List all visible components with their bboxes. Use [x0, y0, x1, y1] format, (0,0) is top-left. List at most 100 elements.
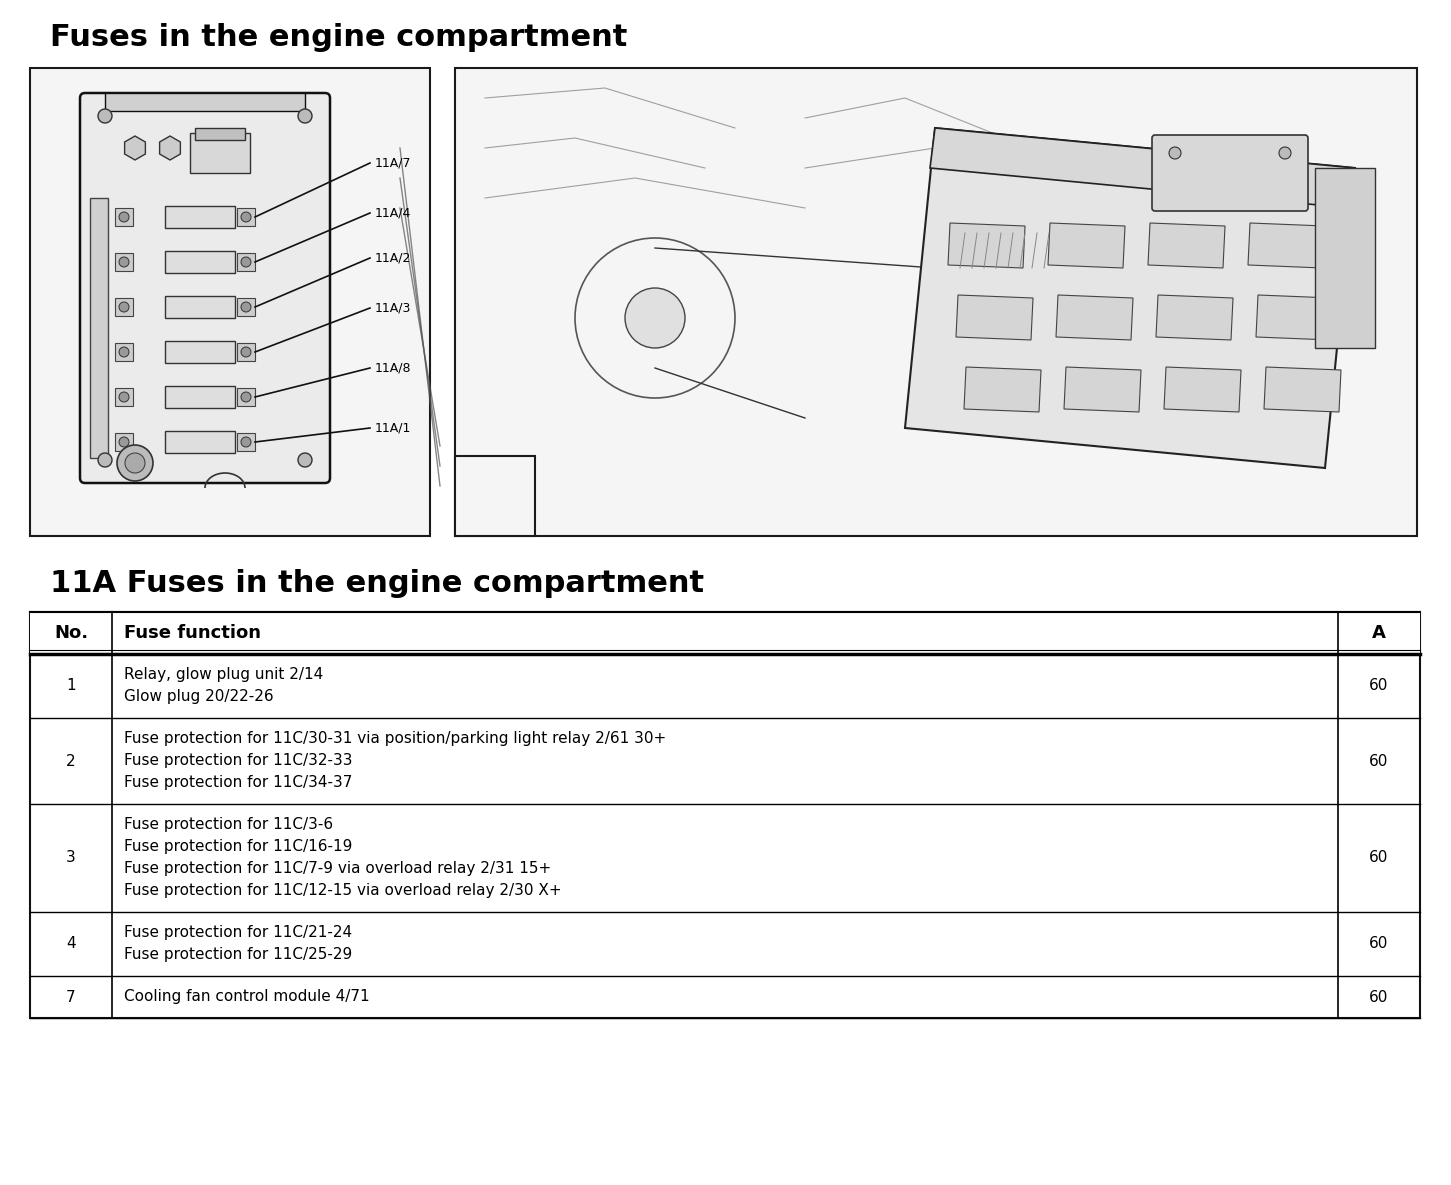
Bar [30, 68, 429, 536]
Circle shape [241, 437, 251, 447]
Text: Fuse protection for 11C/21-24: Fuse protection for 11C/21-24 [123, 925, 353, 941]
Bar [165, 386, 235, 408]
Text: Fuse function: Fuse function [123, 624, 261, 642]
Circle shape [119, 302, 129, 312]
Text: 11A/3: 11A/3 [374, 301, 412, 314]
Circle shape [119, 437, 129, 447]
FancyBboxPatch shape [1152, 135, 1307, 211]
Bar [1315, 168, 1376, 348]
Bar [165, 206, 235, 228]
Circle shape [297, 453, 312, 467]
Text: No.: No. [54, 624, 89, 642]
Circle shape [297, 109, 312, 123]
Polygon shape [1248, 223, 1325, 268]
Bar [30, 611, 1421, 654]
Circle shape [241, 347, 251, 357]
Circle shape [118, 446, 152, 481]
Circle shape [119, 347, 129, 357]
Bar [115, 297, 133, 316]
Bar [115, 209, 133, 226]
Polygon shape [963, 367, 1040, 412]
Text: 1: 1 [67, 679, 75, 693]
Bar [237, 297, 255, 316]
Text: 11A/7: 11A/7 [374, 156, 412, 169]
Circle shape [1170, 147, 1181, 159]
Polygon shape [160, 136, 180, 160]
Text: Fuse protection for 11C/32-33: Fuse protection for 11C/32-33 [123, 754, 353, 769]
Polygon shape [1257, 295, 1333, 340]
Text: Fuse protection for 11C/12-15 via overload relay 2/30 X+: Fuse protection for 11C/12-15 via overlo… [123, 884, 562, 898]
Text: Fuse protection for 11C/34-37: Fuse protection for 11C/34-37 [123, 775, 353, 790]
Text: Fuse protection for 11C/30-31 via position/parking light relay 2/61 30+: Fuse protection for 11C/30-31 via positi… [123, 731, 666, 747]
Polygon shape [1264, 367, 1341, 412]
Bar [237, 433, 255, 451]
Text: 60: 60 [1370, 851, 1389, 865]
Polygon shape [456, 456, 535, 536]
Polygon shape [905, 128, 1355, 468]
Bar [115, 254, 133, 271]
Text: 11A/4: 11A/4 [374, 206, 412, 219]
Polygon shape [125, 136, 145, 160]
Circle shape [241, 257, 251, 267]
Circle shape [99, 109, 112, 123]
Bar [237, 342, 255, 361]
Text: A: A [1373, 624, 1386, 642]
Bar [30, 611, 1421, 1018]
Text: 11A Fuses in the engine compartment: 11A Fuses in the engine compartment [49, 570, 704, 598]
Text: Fuses in the engine compartment: Fuses in the engine compartment [49, 24, 627, 52]
Text: 11A/1: 11A/1 [374, 422, 412, 435]
Circle shape [119, 392, 129, 402]
Bar [165, 431, 235, 453]
Polygon shape [948, 223, 1024, 268]
Polygon shape [1064, 367, 1140, 412]
Text: Cooling fan control module 4/71: Cooling fan control module 4/71 [123, 989, 370, 1005]
Polygon shape [1148, 223, 1225, 268]
Circle shape [241, 302, 251, 312]
Text: 2: 2 [67, 754, 75, 769]
Polygon shape [1156, 295, 1233, 340]
Polygon shape [930, 128, 1355, 209]
Text: 4: 4 [67, 936, 75, 952]
Text: 11A/2: 11A/2 [374, 251, 412, 264]
Bar [165, 296, 235, 318]
Bar [237, 387, 255, 406]
Bar [237, 254, 255, 271]
Bar [194, 128, 245, 140]
Bar [165, 251, 235, 273]
Circle shape [241, 392, 251, 402]
Bar [115, 433, 133, 451]
Text: Fuse protection for 11C/25-29: Fuse protection for 11C/25-29 [123, 948, 353, 962]
Bar [115, 387, 133, 406]
Text: 60: 60 [1370, 679, 1389, 693]
Bar [237, 209, 255, 226]
Text: Relay, glow plug unit 2/14: Relay, glow plug unit 2/14 [123, 667, 324, 683]
Polygon shape [956, 295, 1033, 340]
Bar [104, 92, 305, 111]
Circle shape [125, 453, 145, 473]
Text: 60: 60 [1370, 754, 1389, 769]
Circle shape [119, 212, 129, 222]
Bar [165, 341, 235, 363]
Circle shape [625, 288, 685, 348]
Text: 60: 60 [1370, 936, 1389, 952]
Bar [90, 198, 107, 457]
Polygon shape [1048, 223, 1125, 268]
Text: Fuse protection for 11C/7-9 via overload relay 2/31 15+: Fuse protection for 11C/7-9 via overload… [123, 861, 551, 877]
Polygon shape [1164, 367, 1241, 412]
Text: 11A/8: 11A/8 [374, 361, 412, 374]
Circle shape [119, 257, 129, 267]
Text: Fuse protection for 11C/3-6: Fuse protection for 11C/3-6 [123, 818, 334, 833]
Bar [456, 68, 1418, 536]
Text: 3: 3 [67, 851, 75, 865]
Circle shape [1278, 147, 1291, 159]
Text: Glow plug 20/22-26: Glow plug 20/22-26 [123, 690, 274, 705]
FancyBboxPatch shape [80, 92, 329, 483]
Circle shape [99, 453, 112, 467]
Text: Fuse protection for 11C/16-19: Fuse protection for 11C/16-19 [123, 839, 353, 854]
Bar [190, 133, 250, 173]
Bar [115, 342, 133, 361]
Polygon shape [1056, 295, 1133, 340]
Text: 60: 60 [1370, 989, 1389, 1005]
Text: 7: 7 [67, 989, 75, 1005]
Circle shape [241, 212, 251, 222]
